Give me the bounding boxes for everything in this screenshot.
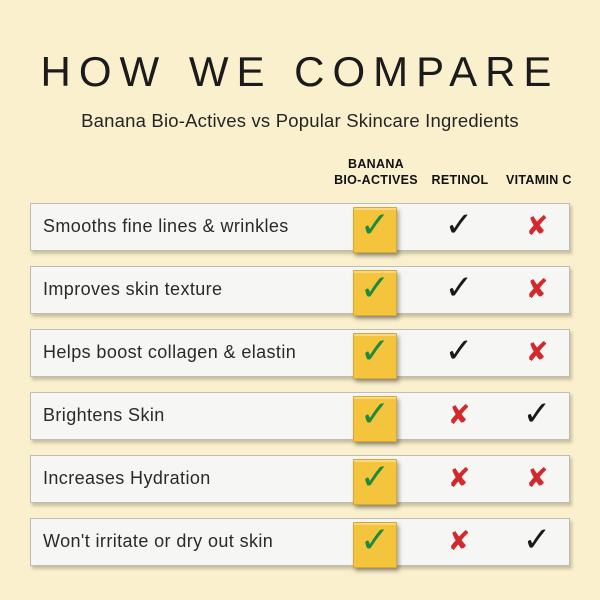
retinol-mark-icon: ✘ — [447, 463, 471, 495]
vitamin-c-cell: ✘ — [505, 330, 569, 376]
vitamin-c-mark-icon: ✓ — [522, 519, 552, 560]
table-row: Improves skin texture ✓ ✓ ✘ — [30, 265, 570, 316]
retinol-mark-icon: ✘ — [447, 400, 471, 432]
table-row: Helps boost collagen & elastin ✓ ✓ ✘ — [30, 328, 570, 379]
banana-bio-actives-mark-icon: ✓ — [359, 520, 391, 562]
banana-bio-actives-cell: ✓ — [333, 519, 417, 568]
column-header-banana-line1: BANANA — [348, 157, 404, 172]
table-row: Brightens Skin ✓ ✘ ✓ — [30, 391, 570, 442]
banana-bio-actives-cell: ✓ — [333, 456, 417, 505]
vitamin-c-cell: ✓ — [505, 393, 569, 439]
column-headers: BANANA BIO-ACTIVES RETINOL VITAMIN C — [30, 156, 572, 203]
row-label: Smooths fine lines & wrinkles — [43, 216, 289, 237]
table-row: Increases Hydration ✓ ✘ ✘ — [30, 454, 570, 505]
vitamin-c-mark-icon: ✘ — [525, 463, 549, 495]
yellow-highlight-box: ✓ — [353, 268, 397, 316]
row-label: Won't irritate or dry out skin — [43, 531, 274, 552]
banana-bio-actives-cell: ✓ — [333, 393, 417, 442]
banana-bio-actives-mark-icon: ✓ — [359, 268, 391, 310]
banana-bio-actives-cell: ✓ — [333, 330, 417, 379]
yellow-highlight-box: ✓ — [353, 205, 397, 253]
banana-bio-actives-cell: ✓ — [333, 267, 417, 316]
retinol-cell: ✓ — [423, 330, 495, 376]
retinol-mark-icon: ✘ — [447, 526, 471, 558]
retinol-cell: ✘ — [423, 519, 495, 565]
column-header-banana-line2: BIO-ACTIVES — [334, 173, 418, 188]
comparison-table: BANANA BIO-ACTIVES RETINOL VITAMIN C Smo… — [30, 156, 572, 568]
column-header-retinol: RETINOL — [431, 173, 489, 188]
table-row: Won't irritate or dry out skin ✓ ✘ ✓ — [30, 517, 570, 568]
retinol-mark-icon: ✓ — [444, 267, 474, 308]
vitamin-c-cell: ✘ — [505, 267, 569, 313]
vitamin-c-mark-icon: ✘ — [525, 211, 549, 243]
banana-bio-actives-mark-icon: ✓ — [359, 394, 391, 436]
vitamin-c-mark-icon: ✘ — [525, 274, 549, 306]
yellow-highlight-box: ✓ — [353, 457, 397, 505]
retinol-cell: ✓ — [423, 204, 495, 250]
yellow-highlight-box: ✓ — [353, 331, 397, 379]
banana-bio-actives-mark-icon: ✓ — [359, 457, 391, 499]
retinol-mark-icon: ✓ — [444, 204, 474, 245]
vitamin-c-cell: ✘ — [505, 456, 569, 502]
vitamin-c-cell: ✓ — [505, 519, 569, 565]
table-row: Smooths fine lines & wrinkles ✓ ✓ ✘ — [30, 202, 570, 253]
retinol-cell: ✘ — [423, 456, 495, 502]
vitamin-c-mark-icon: ✓ — [522, 393, 552, 434]
yellow-highlight-box: ✓ — [353, 520, 397, 568]
yellow-highlight-box: ✓ — [353, 394, 397, 442]
row-label: Helps boost collagen & elastin — [43, 342, 297, 363]
row-label: Brightens Skin — [43, 405, 165, 426]
retinol-mark-icon: ✓ — [444, 330, 474, 371]
vitamin-c-cell: ✘ — [505, 204, 569, 250]
banana-bio-actives-mark-icon: ✓ — [359, 331, 391, 373]
row-label: Increases Hydration — [43, 468, 211, 489]
retinol-cell: ✓ — [423, 267, 495, 313]
banana-bio-actives-mark-icon: ✓ — [359, 205, 391, 247]
column-header-banana-bio-actives: BANANA BIO-ACTIVES — [334, 156, 418, 189]
banana-bio-actives-cell: ✓ — [333, 204, 417, 253]
column-header-vitamin-c: VITAMIN C — [506, 173, 572, 188]
page-subtitle: Banana Bio-Actives vs Popular Skincare I… — [81, 110, 519, 132]
page-title: HOW WE COMPARE — [40, 48, 560, 95]
row-label: Improves skin texture — [43, 279, 223, 300]
retinol-cell: ✘ — [423, 393, 495, 439]
vitamin-c-mark-icon: ✘ — [525, 337, 549, 369]
